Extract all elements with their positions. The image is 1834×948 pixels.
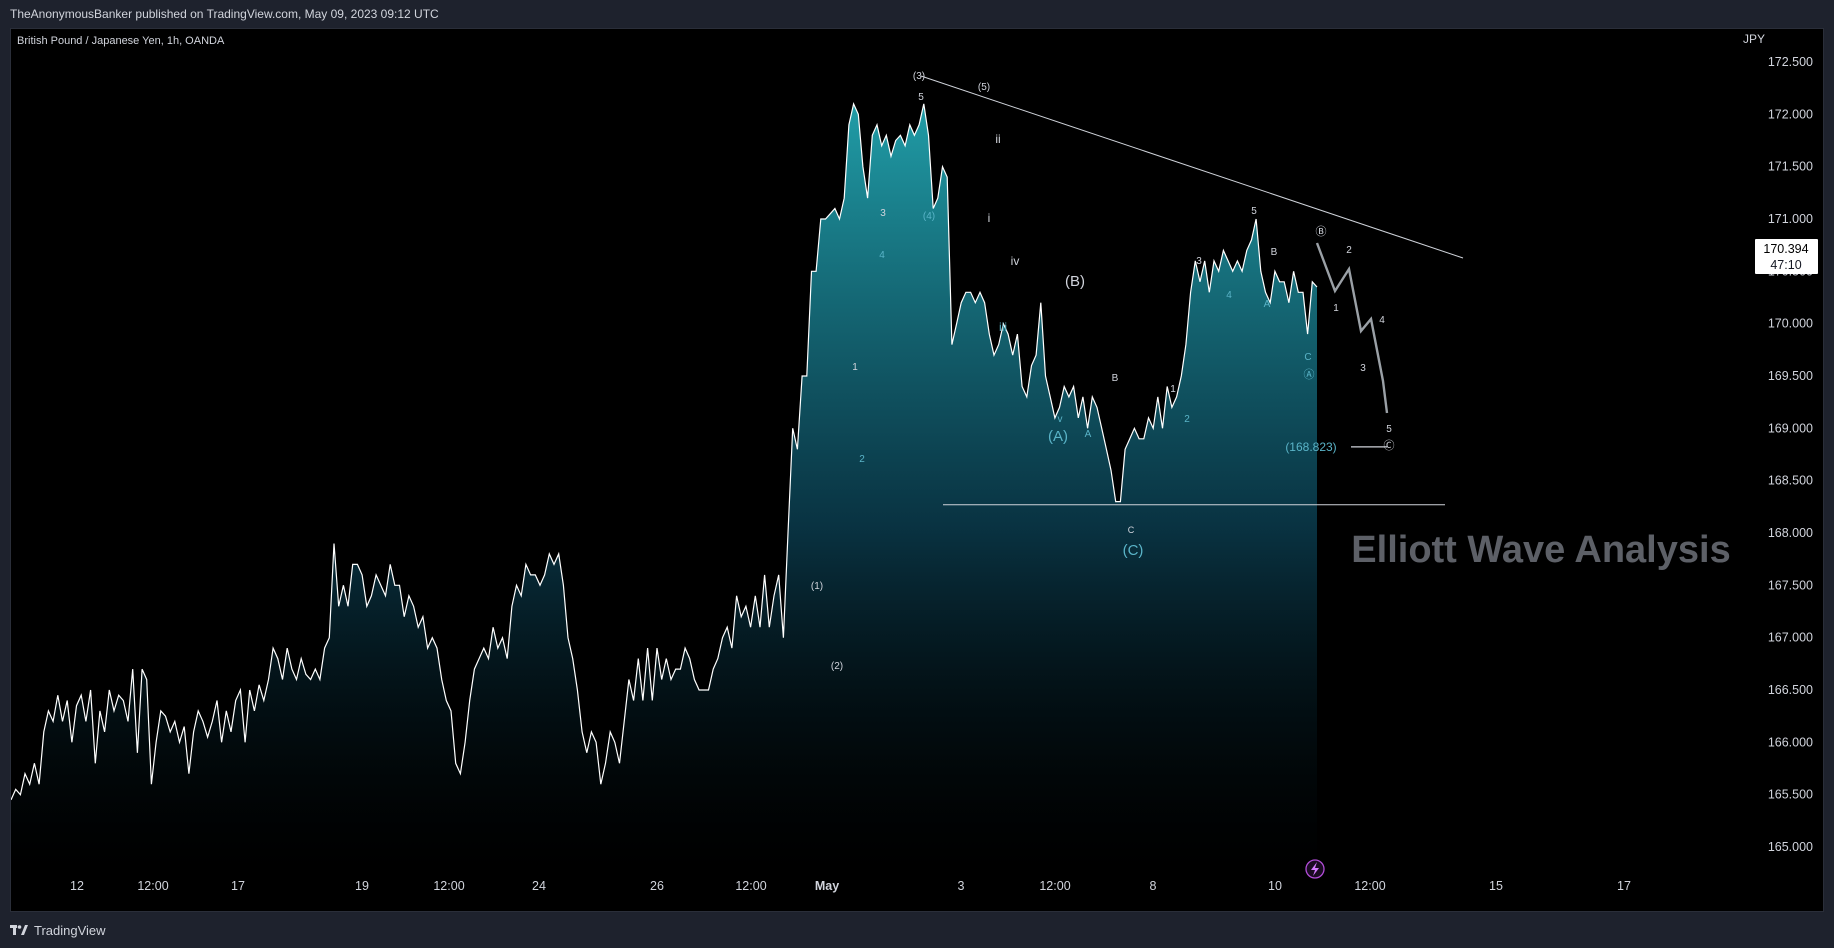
chart-title: British Pound / Japanese Yen, 1h, OANDA (17, 35, 225, 47)
projection-label: 5 (1386, 424, 1392, 435)
publisher-line: TheAnonymousBanker published on TradingV… (10, 7, 439, 21)
projection-label: 4 (1379, 315, 1385, 326)
y-tick-label: 167.500 (1768, 578, 1813, 592)
y-tick-label: 169.000 (1768, 421, 1813, 435)
x-tick-label: 10 (1268, 879, 1282, 893)
y-tick-label: 168.000 (1768, 526, 1813, 540)
wave-label: B (1112, 373, 1119, 384)
x-tick-label: 26 (650, 879, 664, 893)
chart-frame[interactable]: (168.823) Ⓑ 2 1 4 3 5 Ⓒ (3) 5 (5) ii 3 (4) i 4 iv (B) iii 1… (10, 28, 1824, 912)
wave-label: (2) (831, 661, 843, 672)
wave-label: iv (1011, 254, 1020, 268)
projection-label: 1 (1333, 303, 1339, 314)
last-price-badge: 170.394 47:10 (1755, 239, 1818, 274)
wave-label: A (1264, 299, 1271, 310)
wave-label: (4) (923, 211, 935, 222)
y-tick-label: 165.000 (1768, 840, 1813, 854)
y-tick-label: 172.500 (1768, 55, 1813, 69)
wave-label: C (1304, 352, 1311, 363)
x-tick-label: 3 (958, 879, 965, 893)
projection-label: 3 (1360, 363, 1366, 374)
wave-label: (B) (1065, 273, 1085, 290)
y-tick-label: 169.500 (1768, 369, 1813, 383)
tradingview-logo[interactable]: TradingView (10, 923, 106, 938)
wave-label: 1 (852, 362, 858, 373)
projection-label: 2 (1346, 245, 1352, 256)
projection-label: Ⓑ (1316, 225, 1327, 238)
watermark-text: Elliott Wave Analysis (1351, 529, 1730, 571)
x-tick-label: 17 (231, 879, 245, 893)
projection-label: Ⓒ (1384, 439, 1395, 452)
x-tick-label: 12:00 (735, 879, 766, 893)
wave-label: (1) (811, 581, 823, 592)
y-tick-label: 171.000 (1768, 212, 1813, 226)
tradingview-icon (10, 925, 28, 935)
wave-label: ii (995, 132, 1000, 146)
x-tick-label: 17 (1617, 879, 1631, 893)
y-tick-label: 171.500 (1768, 160, 1813, 174)
lightning-icon (1311, 862, 1319, 876)
wave-label: B (1271, 247, 1278, 258)
price-chart[interactable]: (168.823) Ⓑ 2 1 4 3 5 Ⓒ (3) 5 (5) ii 3 (4) i 4 iv (B) iii 1… (10, 29, 1823, 911)
currency-label: JPY (1743, 32, 1765, 46)
wave-label: (3) (913, 71, 925, 82)
wave-label: A (1085, 429, 1092, 440)
x-tick-label: 15 (1489, 879, 1503, 893)
last-price-value: 170.394 (1763, 242, 1808, 256)
x-tick-label: 8 (1150, 879, 1157, 893)
wave-label: (A) (1048, 428, 1068, 445)
wave-label: 3 (880, 208, 886, 219)
wave-label: (5) (978, 82, 990, 93)
wave-label: 4 (879, 250, 885, 261)
wave-label: C (1128, 525, 1135, 535)
wave-label: v (1058, 414, 1063, 425)
wave-label: 2 (1184, 414, 1190, 425)
countdown-value: 47:10 (1770, 258, 1801, 272)
wave-label: (C) (1123, 542, 1144, 559)
projection-path (1315, 242, 1389, 414)
y-tick-label: 167.000 (1768, 631, 1813, 645)
y-tick-label: 166.000 (1768, 735, 1813, 749)
wave-label: 3 (1196, 256, 1202, 267)
wave-label: 5 (918, 92, 924, 103)
trend-line (920, 75, 1464, 259)
x-tick-label: May (815, 879, 839, 893)
footer-brand: TradingView (34, 922, 106, 938)
x-tick-label: 12:00 (433, 879, 464, 893)
x-tick-label: 19 (355, 879, 369, 893)
footer-bar: TradingView (0, 912, 1834, 948)
x-tick-label: 12 (70, 879, 84, 893)
wave-label: 4 (1226, 290, 1232, 301)
last-price-box (1755, 239, 1818, 274)
x-tick-label: 12:00 (1354, 879, 1385, 893)
wave-label: 5 (1251, 206, 1257, 217)
y-tick-label: 166.500 (1768, 683, 1813, 697)
y-tick-label: 170.000 (1768, 317, 1813, 331)
y-tick-label: 172.000 (1768, 107, 1813, 121)
price-area (11, 103, 1317, 873)
wave-label: i (988, 211, 991, 225)
wave-label: 2 (859, 454, 865, 465)
price-line (10, 102, 1318, 801)
wave-label: Ⓐ (1304, 368, 1315, 381)
x-tick-label: 12:00 (137, 879, 168, 893)
wave-label: 1 (1170, 384, 1176, 395)
y-tick-label: 165.500 (1768, 788, 1813, 802)
event-marker-icon[interactable] (1305, 859, 1325, 879)
x-tick-label: 24 (532, 879, 546, 893)
y-tick-label: 168.500 (1768, 474, 1813, 488)
wave-label: iii (999, 320, 1007, 334)
target-label: (168.823) (1285, 440, 1336, 454)
x-tick-label: 12:00 (1039, 879, 1070, 893)
